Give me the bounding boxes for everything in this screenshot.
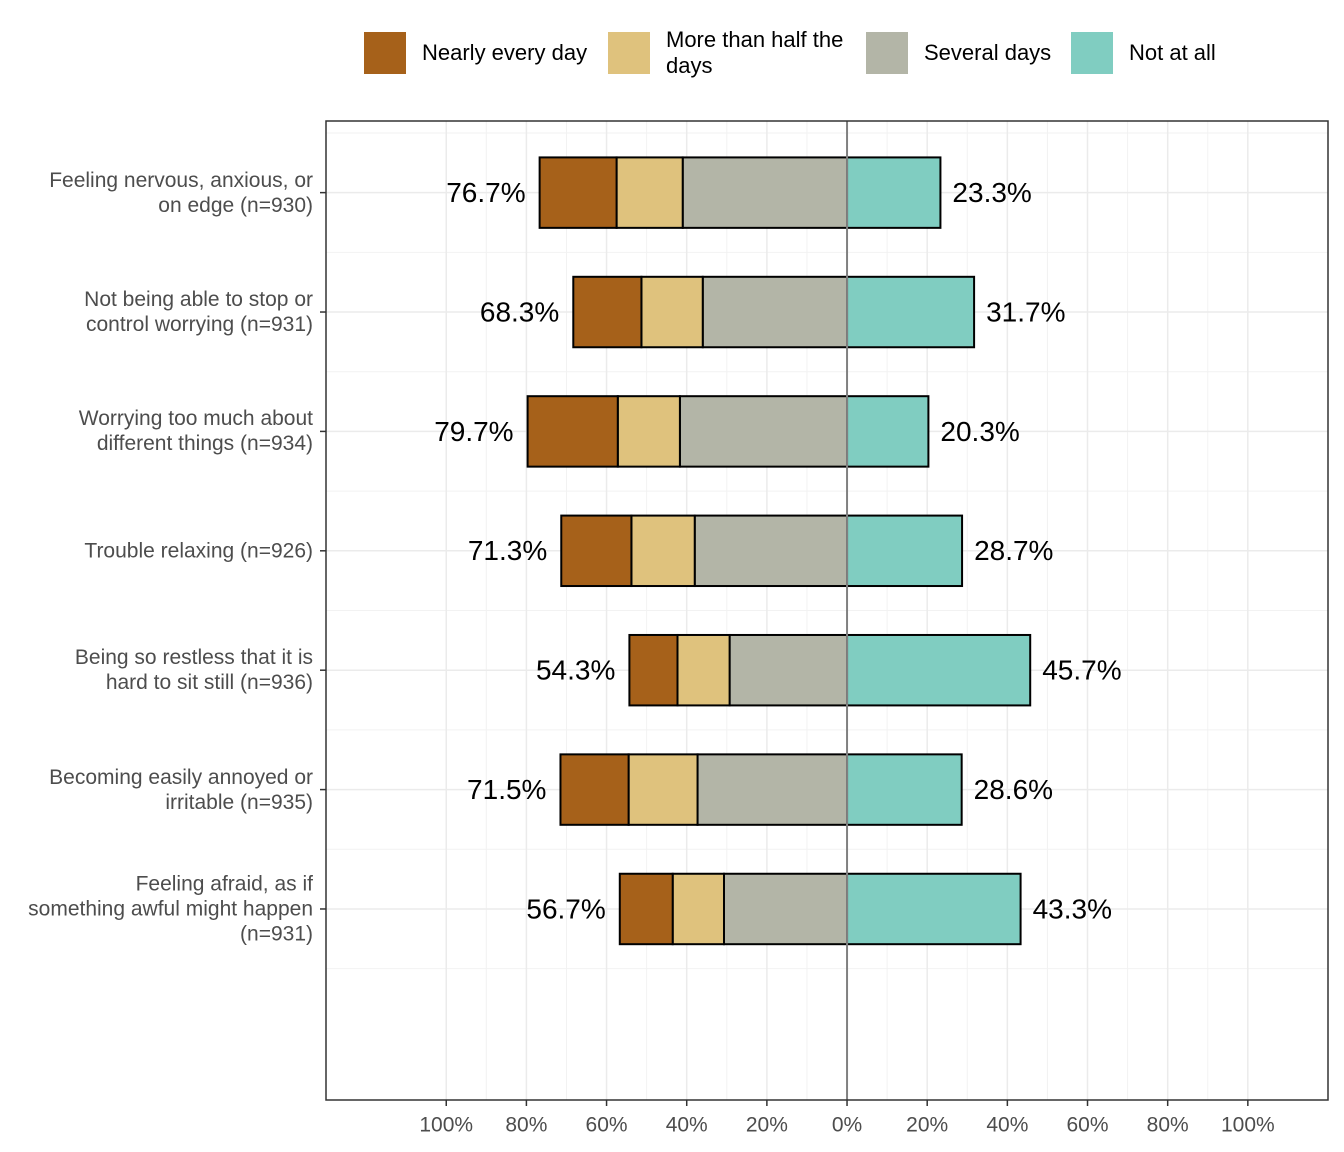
legend-swatch	[608, 32, 650, 74]
x-tick-label: 60%	[1067, 1114, 1109, 1137]
x-tick-label: 20%	[746, 1114, 788, 1137]
panel-border	[325, 120, 1329, 1101]
bar-segment	[846, 514, 964, 588]
y-tick-label: Becoming easily annoyed or irritable (n=…	[49, 765, 313, 814]
bar-segment	[846, 872, 1022, 946]
y-tick-label: Being so restless that it is hard to sit…	[74, 646, 313, 695]
legend-swatch	[866, 32, 908, 74]
bar-segment	[681, 156, 849, 229]
bar-segment	[846, 633, 1032, 707]
bar-segment	[630, 514, 696, 588]
bar-segment	[640, 275, 704, 349]
bar-segment	[676, 633, 731, 707]
bar-segment	[846, 753, 963, 826]
bar-segment	[627, 753, 699, 826]
bar-segment	[615, 156, 684, 229]
bar-segment	[701, 275, 849, 349]
data-label: 76.7%	[446, 177, 525, 208]
legend-label: Several days	[924, 40, 1052, 65]
bar-segment	[628, 633, 679, 707]
data-label: 43.3%	[1033, 893, 1112, 924]
data-label: 28.6%	[974, 774, 1053, 805]
legend-label: Nearly every day	[422, 40, 588, 65]
y-tick-label: Trouble relaxing (n=926)	[84, 539, 313, 563]
legend-item: Not at all	[1071, 32, 1216, 74]
legend-item: Nearly every day	[364, 32, 587, 74]
y-tick-label: Worrying too much about different things…	[78, 407, 313, 456]
bar-segment	[846, 275, 976, 349]
bar-segment	[560, 514, 633, 588]
bar-segment	[559, 753, 630, 826]
x-tick-label: 40%	[986, 1114, 1028, 1137]
bar-segment	[538, 156, 618, 229]
data-label: 71.5%	[467, 774, 546, 805]
y-tick-label: Not being able to stop or control worryi…	[84, 288, 313, 337]
data-label: 71.3%	[468, 535, 547, 566]
data-label: 79.7%	[434, 416, 513, 447]
bar-segment	[722, 872, 849, 946]
x-tick-label: 100%	[1221, 1114, 1275, 1137]
bar-segment	[846, 156, 942, 229]
legend-swatch	[1071, 32, 1113, 74]
legend-label: Not at all	[1129, 40, 1216, 65]
bar-segment	[671, 872, 725, 946]
data-label: 54.3%	[536, 655, 615, 686]
legend-item: More than half the days	[608, 27, 851, 78]
y-tick-label: Feeling afraid, as if something awful mi…	[28, 872, 313, 946]
data-label: 23.3%	[952, 177, 1031, 208]
data-label: 28.7%	[974, 535, 1053, 566]
data-label: 68.3%	[480, 296, 559, 327]
x-tick-label: 40%	[666, 1114, 708, 1137]
bar-segment	[616, 395, 681, 468]
x-tick-label: 0%	[832, 1114, 862, 1137]
bar-segment	[846, 395, 930, 468]
data-label: 31.7%	[986, 296, 1065, 327]
legend-swatch	[364, 32, 406, 74]
y-tick-label: Feeling nervous, anxious, or on edge (n=…	[49, 168, 313, 217]
bar-segment	[526, 395, 619, 468]
bar-segment	[678, 395, 849, 468]
data-label: 45.7%	[1042, 655, 1121, 686]
x-tick-label: 80%	[505, 1114, 547, 1137]
legend-item: Several days	[866, 32, 1051, 74]
bar-segment	[572, 275, 643, 349]
bar-segment	[696, 753, 849, 826]
data-label: 56.7%	[526, 893, 605, 924]
x-tick-label: 80%	[1147, 1114, 1189, 1137]
legend-label: More than half the days	[666, 27, 844, 78]
x-tick-label: 100%	[419, 1114, 473, 1137]
bar-segment	[728, 633, 849, 707]
bar-segment	[693, 514, 849, 588]
x-tick-label: 20%	[906, 1114, 948, 1137]
data-label: 20.3%	[940, 416, 1019, 447]
x-tick-label: 60%	[586, 1114, 628, 1137]
bar-segment	[618, 872, 674, 946]
